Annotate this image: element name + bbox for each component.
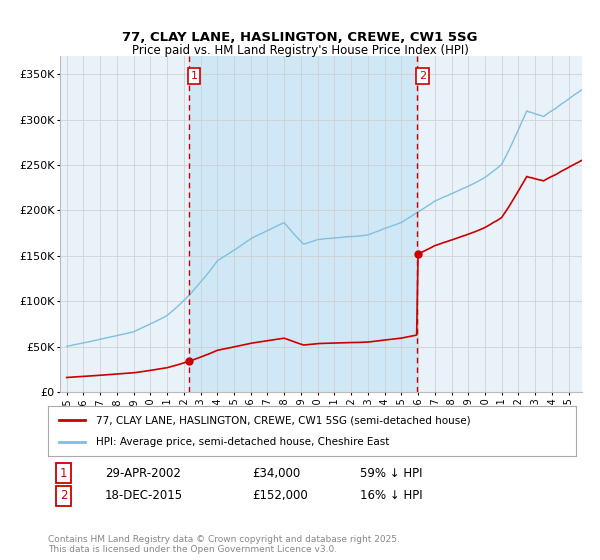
- Text: 2: 2: [60, 489, 67, 502]
- Text: 1: 1: [60, 466, 67, 480]
- Bar: [189, 56, 418, 392]
- Text: 29-APR-2002: 29-APR-2002: [105, 466, 181, 480]
- Text: 77, CLAY LANE, HASLINGTON, CREWE, CW1 5SG (semi-detached house): 77, CLAY LANE, HASLINGTON, CREWE, CW1 5S…: [95, 415, 470, 425]
- Text: 16% ↓ HPI: 16% ↓ HPI: [360, 489, 422, 502]
- Text: £34,000: £34,000: [252, 466, 300, 480]
- Text: HPI: Average price, semi-detached house, Cheshire East: HPI: Average price, semi-detached house,…: [95, 437, 389, 447]
- Text: 2: 2: [419, 71, 426, 81]
- Text: Contains HM Land Registry data © Crown copyright and database right 2025.
This d: Contains HM Land Registry data © Crown c…: [48, 535, 400, 554]
- Text: 77, CLAY LANE, HASLINGTON, CREWE, CW1 5SG: 77, CLAY LANE, HASLINGTON, CREWE, CW1 5S…: [122, 31, 478, 44]
- Text: 59% ↓ HPI: 59% ↓ HPI: [360, 466, 422, 480]
- Text: 1: 1: [191, 71, 197, 81]
- Text: 18-DEC-2015: 18-DEC-2015: [105, 489, 183, 502]
- Text: Price paid vs. HM Land Registry's House Price Index (HPI): Price paid vs. HM Land Registry's House …: [131, 44, 469, 57]
- Text: £152,000: £152,000: [252, 489, 308, 502]
